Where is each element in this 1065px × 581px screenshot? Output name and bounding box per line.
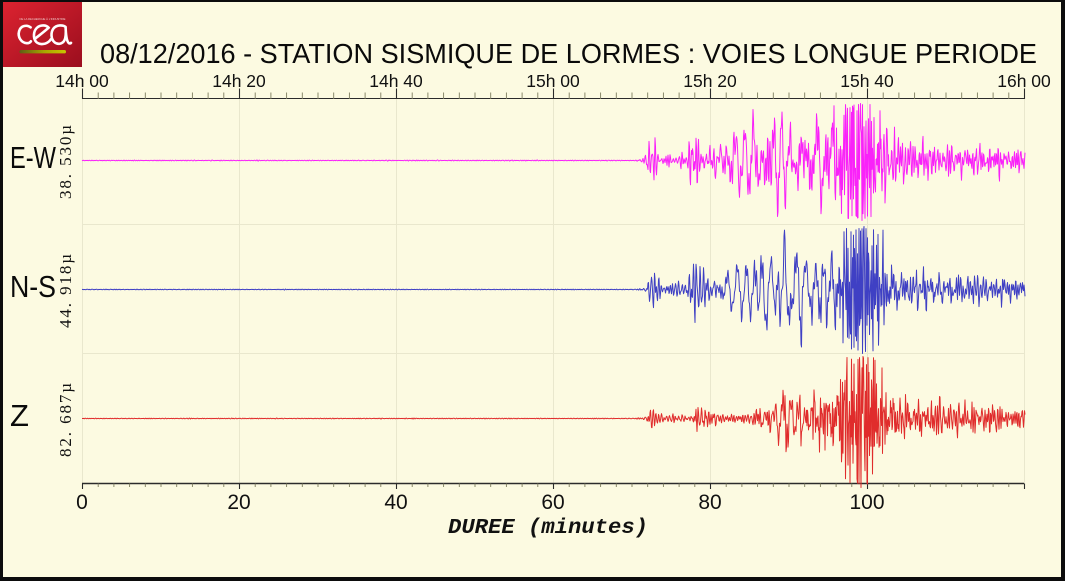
svg-text:82. 687µ: 82. 687µ [56,381,75,457]
svg-text:80: 80 [698,491,721,514]
svg-text:Z: Z [10,398,29,433]
svg-text:100: 100 [849,491,884,514]
svg-text:14h 00: 14h 00 [55,71,109,91]
svg-text:60: 60 [541,491,564,514]
svg-text:20: 20 [227,491,250,514]
svg-text:14h 20: 14h 20 [212,71,266,91]
svg-text:40: 40 [384,491,407,514]
svg-text:DE LA RECHERCHE À L’INDUSTRIE: DE LA RECHERCHE À L’INDUSTRIE [20,17,66,21]
svg-text:44. 918µ: 44. 918µ [56,252,75,328]
svg-text:38. 530µ: 38. 530µ [56,123,75,199]
svg-text:08/12/2016 - STATION SISMIQU: 08/12/2016 - STATION SISMIQUE DE LORMES … [100,38,1037,69]
svg-text:16h 00: 16h 00 [997,71,1051,91]
svg-text:15h 40: 15h 40 [840,71,894,91]
svg-text:DUREE (minutes): DUREE (minutes) [448,517,648,540]
svg-text:14h 40: 14h 40 [369,71,423,91]
svg-text:15h 00: 15h 00 [526,71,580,91]
svg-text:15h 20: 15h 20 [683,71,737,91]
svg-text:E-W: E-W [10,140,57,175]
svg-text:0: 0 [76,491,88,514]
svg-text:N-S: N-S [10,269,56,304]
